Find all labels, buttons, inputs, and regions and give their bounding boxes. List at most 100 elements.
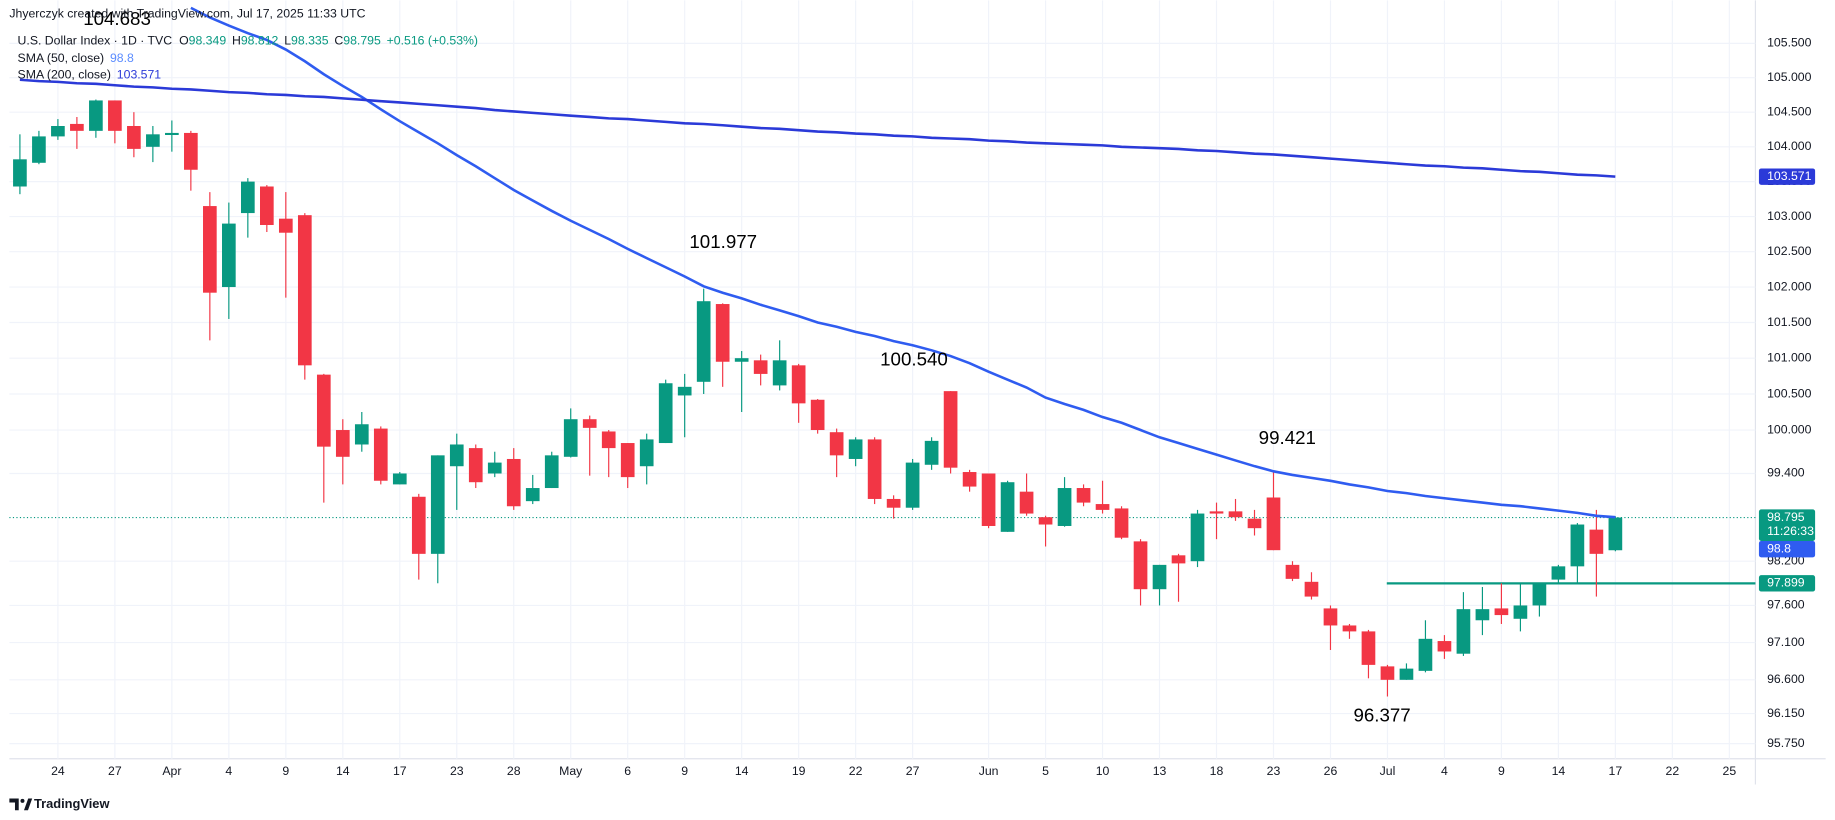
candle-body — [1171, 555, 1186, 564]
candle-body — [582, 419, 597, 428]
candle-body — [165, 132, 179, 136]
x-tick-label: 28 — [507, 764, 521, 778]
x-tick-label: 6 — [624, 764, 631, 778]
candle-body — [810, 399, 825, 431]
candle-body — [601, 431, 616, 449]
candle-body — [658, 383, 673, 444]
x-tick-label: 26 — [1324, 764, 1338, 778]
candle-body — [943, 391, 958, 468]
candle-body — [468, 448, 483, 483]
candle-body — [1608, 517, 1623, 551]
candle-body — [203, 206, 217, 293]
logo-shape — [9, 798, 19, 811]
candle-body — [772, 360, 787, 386]
y-tick-label: 105.500 — [1767, 36, 1812, 50]
x-tick-label: Jul — [1380, 764, 1396, 778]
candle-body — [848, 439, 863, 459]
candle-body — [411, 496, 426, 554]
y-tick-label: 105.000 — [1767, 70, 1812, 84]
annotation: 99.421 — [1259, 427, 1316, 448]
level-tag: 97.899 — [1767, 576, 1805, 590]
brand: TradingView — [34, 796, 111, 811]
candle-body — [734, 358, 749, 362]
x-tick-label: Jun — [979, 764, 999, 778]
sma-line — [190, 6, 1616, 519]
candle-body — [1437, 641, 1452, 652]
candle-body — [335, 430, 350, 457]
change: +0.516 (+0.53%) — [387, 34, 478, 48]
candle-body — [962, 472, 977, 487]
candle-body — [981, 473, 996, 526]
candle-body — [1095, 504, 1110, 510]
sma-line — [19, 78, 1616, 178]
y-tick-label: 102.000 — [1767, 279, 1812, 293]
overlay-value: 103.571 — [117, 68, 162, 82]
candle-body — [677, 386, 692, 396]
ohlc-letter: C — [334, 34, 343, 48]
logo-shape — [23, 798, 33, 811]
candle-body — [1076, 488, 1091, 503]
candle-body — [146, 134, 160, 147]
candle-body — [829, 432, 844, 456]
candle-body — [240, 181, 255, 214]
x-tick-label: 18 — [1210, 764, 1224, 778]
candle-body — [1000, 482, 1015, 532]
candle-body — [924, 440, 939, 465]
candle-body — [696, 301, 711, 382]
candle-body — [487, 462, 502, 474]
sma200-tag-box — [1758, 168, 1816, 185]
ohlc-value: 98.335 — [291, 34, 329, 48]
sma50-tag: 98.8 — [1767, 541, 1791, 555]
y-tick-label: 97.100 — [1767, 635, 1805, 649]
x-tick-label: 13 — [1153, 764, 1167, 778]
candle-body — [222, 223, 236, 288]
candle-body — [1190, 513, 1205, 562]
candle-body — [1475, 609, 1490, 621]
candle-body — [1380, 666, 1395, 680]
ohlc-value: 98.812 — [241, 34, 279, 48]
legend: Jhyerczyk created with TradingView.com, … — [9, 7, 478, 82]
x-tick-label: 9 — [1498, 764, 1505, 778]
candle-body — [563, 419, 578, 457]
candle-body — [13, 159, 27, 187]
candle-body — [1513, 605, 1528, 619]
x-tick-label: 14 — [735, 764, 749, 778]
credit: Jhyerczyk created with TradingView.com, … — [9, 7, 365, 21]
candle-body — [354, 424, 369, 445]
candle-body — [1228, 511, 1243, 518]
ohlc-letter: O — [179, 34, 189, 48]
candle-body — [1133, 541, 1148, 590]
x-tick-label: 22 — [1666, 764, 1680, 778]
y-tick-label: 96.600 — [1767, 672, 1805, 686]
ohlc-value: 98.795 — [343, 34, 381, 48]
symbol: U.S. Dollar Index · 1D · TVC — [18, 34, 173, 48]
candle-body — [1209, 511, 1224, 514]
candle-body — [1342, 625, 1357, 632]
candle-body — [70, 123, 84, 131]
overlay-name: SMA (50, close) — [18, 51, 105, 65]
candle-body — [1323, 608, 1338, 626]
y-tick-label: 101.500 — [1767, 315, 1812, 329]
y-tick-label: 100.000 — [1767, 422, 1812, 436]
ohlc-letter: L — [284, 34, 291, 48]
candle-body — [184, 132, 198, 170]
candle-body — [639, 439, 654, 467]
candle-body — [1152, 564, 1167, 590]
price-axis: 95.75096.15096.60097.10097.60098.20099.4… — [51, 36, 1816, 778]
candle-body — [259, 186, 274, 225]
candle-body — [1019, 491, 1034, 514]
y-tick-label: 104.000 — [1767, 139, 1812, 153]
candle-body — [297, 215, 312, 366]
candle-body — [867, 439, 882, 499]
y-tick-label: 97.600 — [1767, 598, 1805, 612]
candle-body — [1494, 608, 1509, 616]
candle-body — [1038, 517, 1053, 525]
overlay-value: 98.8 — [110, 51, 134, 65]
candle-body — [1285, 564, 1300, 579]
candle-body — [1361, 631, 1376, 665]
x-tick-label: 9 — [282, 764, 289, 778]
annotation: 104.683 — [83, 8, 151, 29]
last-price-box — [1758, 509, 1816, 541]
